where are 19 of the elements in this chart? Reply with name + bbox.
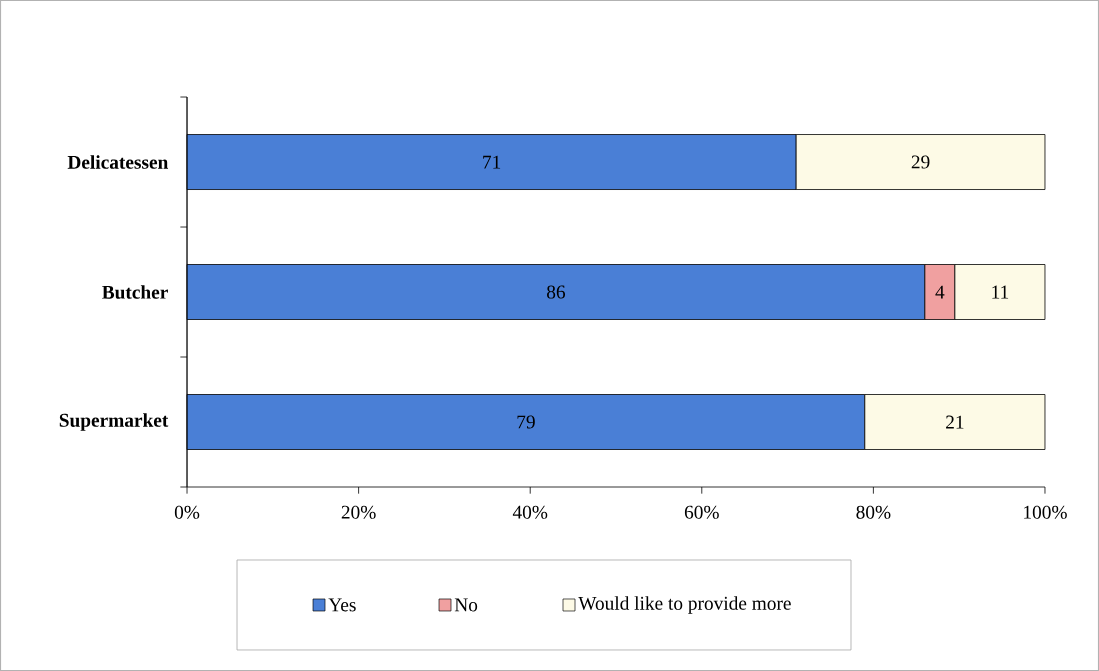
legend-label: Yes xyxy=(328,598,356,612)
x-tick-label: 0% xyxy=(174,505,200,519)
x-tick-label: 100% xyxy=(1024,505,1067,519)
x-tick-label: 20% xyxy=(341,505,376,519)
data-label: 86 xyxy=(547,285,566,299)
data-label: 29 xyxy=(911,155,930,169)
legend-label: Would like to provide more xyxy=(578,596,791,614)
y-tick-label: Delicatessen xyxy=(67,155,169,169)
data-label: 79 xyxy=(517,415,535,429)
data-label: 21 xyxy=(946,415,964,429)
x-tick-label: 40% xyxy=(512,505,548,519)
data-label: 11 xyxy=(992,285,1009,299)
x-tick-label: 80% xyxy=(856,505,891,519)
y-tick-label: Supermarket xyxy=(59,413,169,431)
data-label: 4 xyxy=(935,285,945,299)
y-tick-label: Butcher xyxy=(102,285,168,299)
legend-label: No xyxy=(454,598,478,612)
data-label: 71 xyxy=(483,155,501,169)
x-tick-label: 60% xyxy=(684,505,719,519)
